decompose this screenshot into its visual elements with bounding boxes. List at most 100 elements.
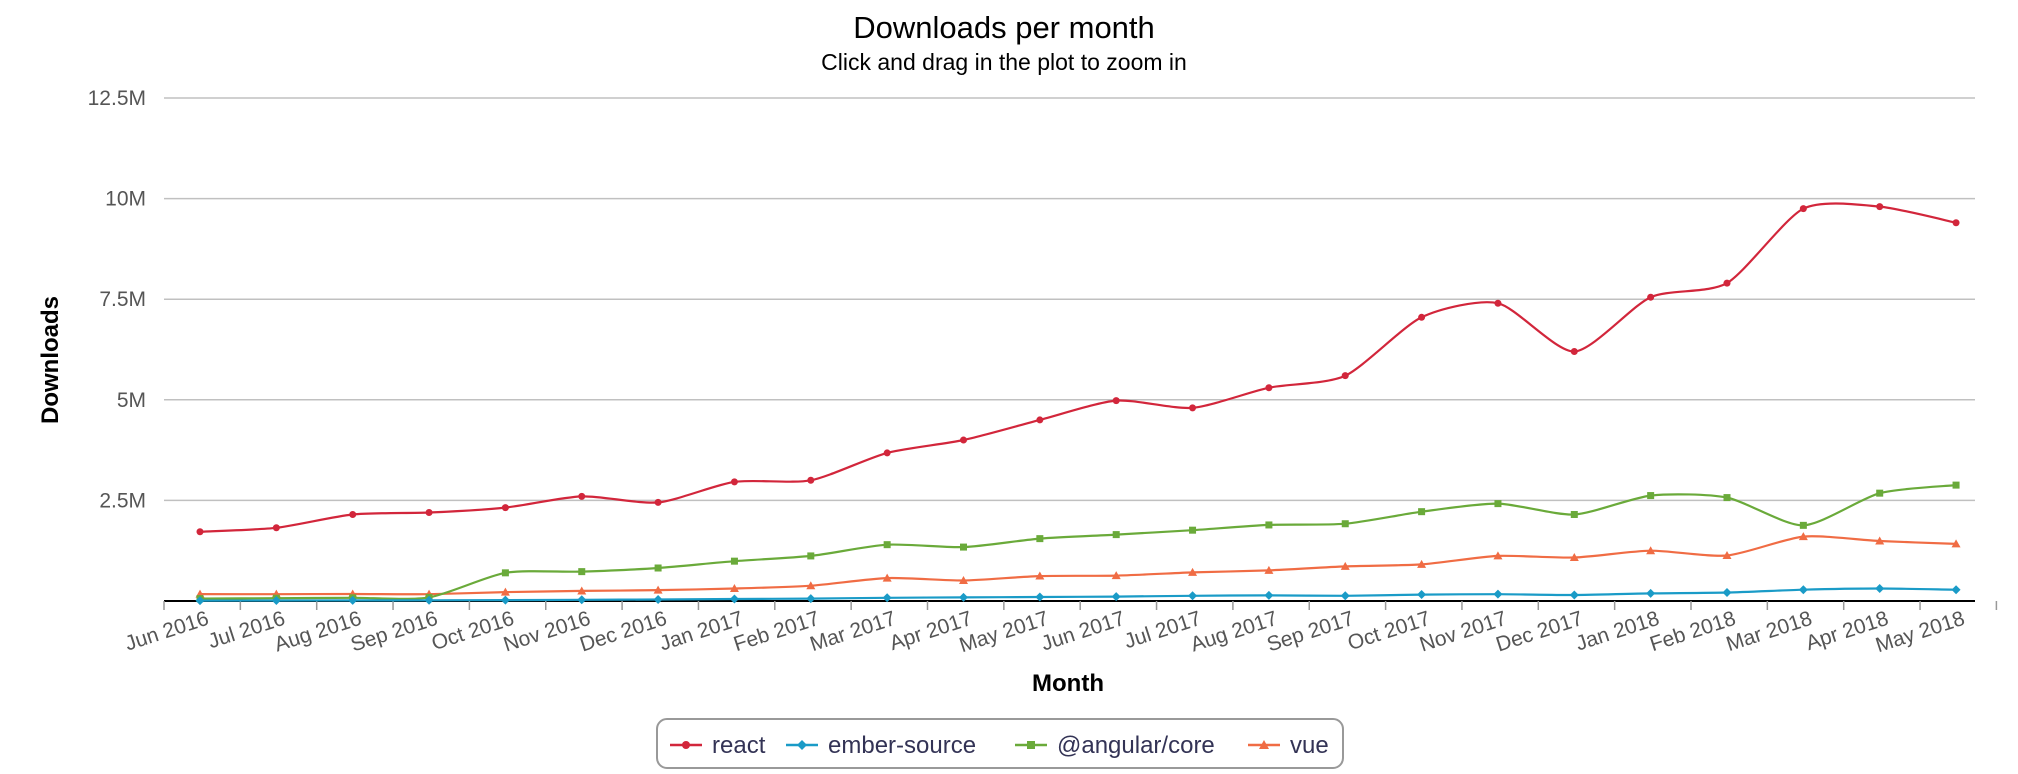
x-tick-label: Jun 2017 [1038, 607, 1127, 656]
data-point [1569, 590, 1579, 600]
data-point [1723, 494, 1731, 502]
data-point [1646, 588, 1656, 598]
x-tick-label: Mar 2018 [1723, 607, 1814, 656]
x-tick-label: May 2018 [1873, 607, 1968, 657]
data-point [348, 595, 358, 605]
data-point [1876, 489, 1884, 497]
x-tick-label: Nov 2017 [1417, 607, 1510, 657]
legend-item-angular-core[interactable]: @angular/core [1015, 732, 1215, 759]
data-point [1494, 299, 1502, 307]
data-point [806, 581, 816, 590]
data-point [1569, 553, 1579, 562]
data-point [1264, 565, 1274, 574]
data-point [960, 436, 967, 444]
x-tick-label: Jan 2018 [1573, 607, 1662, 656]
legend-label: react [712, 732, 766, 759]
data-point [349, 510, 357, 518]
data-point [1036, 416, 1044, 424]
x-tick-label: Nov 2016 [501, 607, 594, 657]
data-point [654, 498, 662, 506]
data-point [1036, 535, 1044, 543]
data-point [1494, 500, 1502, 508]
data-point [1265, 521, 1273, 529]
data-point [1647, 293, 1655, 301]
data-point [1111, 571, 1121, 580]
data-point [1799, 521, 1807, 529]
data-point [271, 596, 281, 606]
x-axis-label: Month [1032, 670, 1104, 697]
legend[interactable]: react ember-source @angular/core vue [656, 718, 1344, 769]
y-axis-label: Downloads [37, 296, 64, 424]
x-tick-label: Aug 2016 [272, 607, 365, 657]
data-point [1340, 591, 1350, 601]
data-point [1188, 591, 1198, 601]
series-line [199, 587, 1957, 602]
data-point [729, 594, 739, 604]
data-point [1112, 531, 1120, 539]
data-point [1570, 348, 1578, 356]
legend-label: vue [1290, 732, 1329, 759]
legend-item-vue[interactable]: vue [1248, 732, 1329, 759]
data-point [959, 592, 968, 602]
x-tick-label: Dec 2017 [1493, 607, 1586, 657]
data-point [1111, 592, 1121, 602]
legend-item-ember-source[interactable]: ember-source [786, 732, 976, 759]
data-point [195, 596, 205, 606]
x-tick-label: May 2017 [957, 607, 1052, 657]
data-point [1265, 384, 1273, 392]
data-point [1798, 532, 1808, 541]
data-point [1952, 481, 1960, 489]
series-ember-source [195, 584, 1961, 606]
y-tick-label: 5M [117, 389, 146, 412]
legend-label: @angular/core [1057, 732, 1215, 759]
x-tick-label: Mar 2017 [807, 607, 898, 656]
data-point [806, 594, 816, 604]
data-point [501, 504, 509, 512]
data-point [1493, 551, 1503, 560]
data-point [882, 573, 892, 582]
data-point [1875, 584, 1885, 594]
x-tick-label: Jun 2016 [122, 607, 211, 656]
data-point [1417, 559, 1427, 568]
data-point [1341, 520, 1349, 528]
data-point [1035, 571, 1045, 580]
data-point [1340, 561, 1350, 570]
legend-marker [797, 740, 807, 750]
gridlines [164, 97, 1975, 502]
y-tick-label: 12.5M [88, 87, 146, 110]
x-tick-label: Oct 2016 [429, 607, 517, 655]
legend-marker [682, 741, 690, 749]
data-point [1418, 508, 1426, 516]
series-line [199, 484, 1957, 600]
x-tick-label: Sep 2016 [348, 607, 441, 657]
data-point [1952, 219, 1960, 227]
data-point [730, 557, 738, 565]
data-point [883, 449, 891, 457]
legend-marker [1027, 741, 1035, 749]
data-point [1722, 588, 1732, 598]
x-tick-label: Feb 2017 [731, 607, 823, 656]
series-line [199, 535, 1957, 596]
data-point [1264, 590, 1274, 600]
data-point [653, 585, 663, 594]
data-point [653, 594, 663, 604]
data-point [1875, 536, 1885, 545]
data-point [577, 586, 587, 595]
data-point [654, 564, 662, 572]
data-point [1646, 546, 1656, 555]
data-point [196, 528, 204, 536]
data-point [807, 552, 815, 560]
data-point [1876, 203, 1884, 211]
series-lines [195, 202, 1961, 606]
y-tick-label: 10M [105, 188, 146, 211]
data-point [425, 508, 433, 516]
data-point [807, 476, 815, 484]
series-react [196, 202, 1960, 536]
legend-item-react[interactable]: react [670, 732, 766, 759]
data-point [882, 593, 892, 603]
data-point [1647, 492, 1655, 500]
chart-subtitle: Click and drag in the plot to zoom in [821, 49, 1187, 75]
data-point [1188, 567, 1198, 576]
